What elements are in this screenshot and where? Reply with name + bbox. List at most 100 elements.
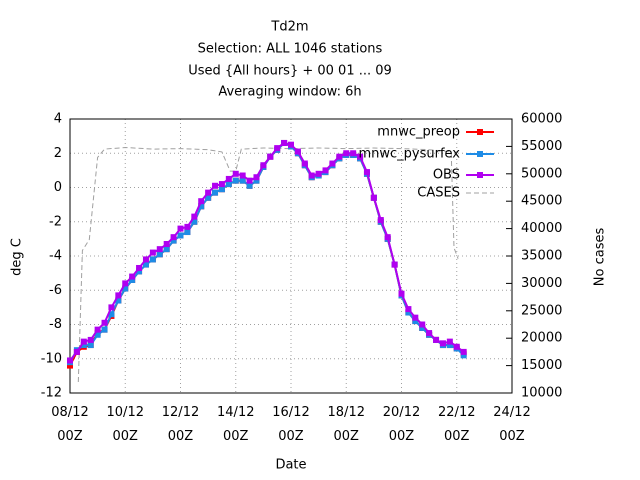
point [156,251,163,258]
y2-tick-label: 40000 [521,221,562,236]
subtitle: Averaging window: 6h [218,85,361,100]
y-axis-label: deg C [10,238,25,276]
y-tick-label: 0 [54,180,62,195]
point [301,160,308,167]
point [239,172,246,179]
point [294,148,301,155]
subtitle: Selection: ALL 1046 stations [198,42,383,57]
point [460,352,467,359]
point [384,234,391,241]
legend-label: mnwc_pysurfex [358,147,460,162]
x-tick-label: 10/12 00Z [107,405,144,444]
y2-tick-label: 25000 [521,303,562,318]
point [184,223,191,230]
point [184,229,191,236]
point [419,324,426,331]
point [439,340,446,347]
point [205,194,212,201]
point [149,256,156,263]
point [122,285,129,292]
point [446,342,453,349]
y-tick-label: 2 [54,146,62,161]
series-line [77,146,459,383]
point [405,306,412,313]
point [94,331,101,338]
point [101,319,108,326]
point [142,261,149,268]
y2-tick-label: 45000 [521,194,562,209]
legend-label: CASES [417,186,460,201]
point [453,343,460,350]
point [253,177,260,184]
point [136,268,143,275]
point [94,326,101,333]
plot-border [69,118,513,394]
y-tick-label: -6 [49,283,62,298]
legend-label: mnwc_preop [377,125,460,140]
point [108,304,115,311]
x-tick-label: 14/12 00Z [217,405,254,444]
x-tick-label: 16/12 00Z [272,405,309,444]
point [163,246,170,253]
series-line [69,141,465,362]
point [170,237,177,244]
point [67,357,73,364]
point [136,264,143,271]
point [239,177,246,184]
point [412,314,419,321]
point [412,318,419,325]
y-tick-label: -8 [49,317,62,332]
point [80,338,87,345]
point [232,177,239,184]
point [253,174,260,181]
point [370,194,377,201]
legend-swatch [477,172,483,178]
point [149,249,156,256]
y2-tick-label: 30000 [521,276,562,291]
y2-axis-label: No cases [593,228,608,287]
point [163,241,170,248]
chart-title: Td2m [270,20,308,35]
point [115,297,122,304]
point [308,172,315,179]
point [142,256,149,263]
point [218,186,225,193]
point [336,153,343,160]
point [288,141,294,148]
legend-swatch [477,151,483,157]
x-tick-label: 18/12 00Z [328,405,365,444]
point [419,321,426,328]
point [315,170,322,177]
y2-tick-label: 20000 [521,331,562,346]
point [260,162,267,169]
y2-tick-label: 50000 [521,166,562,181]
point [329,160,336,167]
y-tick-label: -12 [41,386,62,401]
point [225,181,232,188]
point [129,276,136,283]
y-tick-label: 4 [54,112,62,127]
point [87,342,94,349]
x-axis-label: Date [275,458,306,473]
y2-tick-label: 15000 [521,358,562,373]
subtitle: Used {All hours} + 00 01 ... 09 [188,64,392,79]
point [343,150,350,157]
point [212,189,219,196]
point [191,218,198,225]
point [281,139,288,146]
point [177,225,184,232]
point [177,232,184,239]
point [246,182,253,189]
point [170,234,177,241]
legend-label: OBS [433,168,460,183]
x-tick-label: 08/12 00Z [51,405,88,444]
y-tick-label: -10 [41,351,62,366]
point [267,153,274,160]
y2-tick-label: 60000 [521,112,562,127]
y2-tick-label: 55000 [521,139,562,154]
point [129,273,136,280]
point [198,198,205,205]
y-tick-label: -2 [49,214,62,229]
